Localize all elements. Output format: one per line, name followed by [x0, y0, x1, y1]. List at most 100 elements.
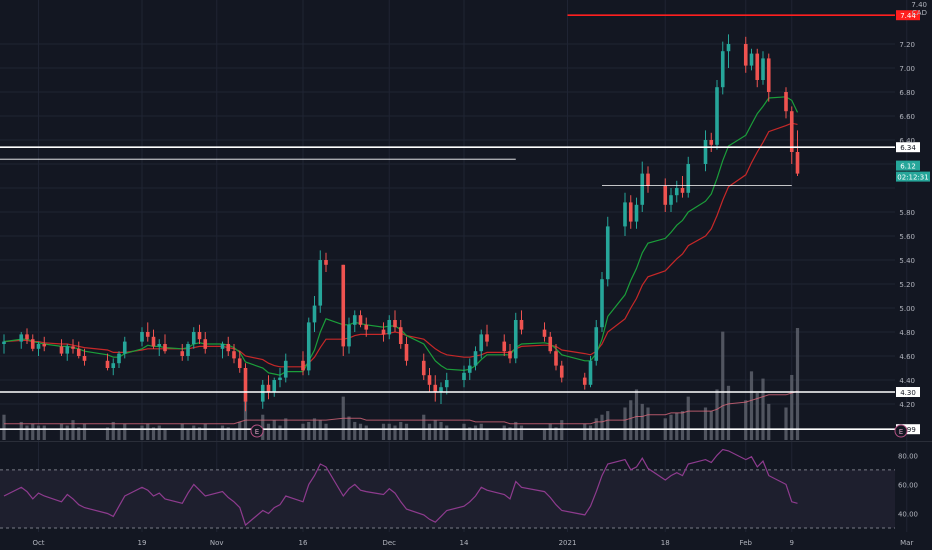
candle[interactable]	[186, 341, 190, 361]
candle[interactable]	[726, 34, 731, 68]
candle[interactable]	[715, 80, 719, 150]
candle[interactable]	[421, 353, 426, 380]
candle[interactable]	[479, 329, 484, 359]
candle[interactable]	[427, 368, 432, 392]
candle[interactable]	[559, 360, 564, 383]
candle[interactable]	[467, 358, 472, 380]
candle[interactable]	[640, 161, 645, 212]
candle[interactable]	[266, 375, 271, 400]
candle[interactable]	[663, 178, 668, 212]
candle[interactable]	[203, 332, 208, 354]
candle[interactable]	[439, 382, 443, 404]
candle[interactable]	[151, 329, 156, 349]
candle[interactable]	[76, 341, 81, 359]
candle[interactable]	[105, 353, 110, 371]
candle[interactable]	[433, 375, 438, 402]
candle[interactable]	[393, 310, 397, 332]
candle[interactable]	[548, 332, 553, 354]
candle[interactable]	[197, 324, 202, 344]
candle[interactable]	[669, 188, 673, 212]
candle[interactable]	[686, 156, 691, 198]
candle[interactable]	[502, 334, 507, 356]
candle[interactable]	[341, 264, 346, 356]
candle[interactable]	[364, 317, 369, 337]
candle[interactable]	[232, 344, 236, 364]
candle[interactable]	[82, 348, 87, 366]
candle[interactable]	[352, 310, 357, 332]
candle[interactable]	[404, 336, 409, 366]
candle[interactable]	[30, 334, 35, 352]
candle[interactable]	[19, 332, 24, 349]
candle[interactable]	[272, 377, 277, 397]
candle[interactable]	[709, 132, 714, 152]
candle[interactable]	[387, 315, 392, 340]
candle[interactable]	[634, 197, 639, 229]
candle[interactable]	[674, 180, 679, 203]
candle[interactable]	[59, 339, 64, 356]
candle[interactable]	[508, 344, 512, 364]
candle[interactable]	[605, 216, 610, 287]
candlestick-series[interactable]	[2, 34, 800, 412]
candle[interactable]	[755, 48, 760, 88]
price-axis[interactable]: 7.207.006.806.606.406.205.805.605.405.20…	[896, 41, 930, 409]
candle[interactable]	[220, 341, 225, 359]
candle[interactable]	[260, 380, 265, 409]
candle[interactable]	[226, 336, 231, 356]
candle[interactable]	[36, 341, 41, 356]
candle[interactable]	[2, 334, 6, 354]
candle[interactable]	[582, 372, 587, 390]
candle[interactable]	[462, 365, 466, 388]
candle[interactable]	[25, 328, 29, 344]
candle[interactable]	[720, 41, 725, 95]
candle[interactable]	[65, 344, 70, 361]
candle[interactable]	[283, 353, 288, 383]
candle[interactable]	[588, 356, 593, 388]
candle[interactable]	[306, 317, 311, 376]
candle[interactable]	[180, 344, 185, 361]
candle[interactable]	[191, 327, 196, 349]
candle[interactable]	[42, 336, 47, 352]
candle[interactable]	[784, 87, 788, 119]
candle[interactable]	[749, 48, 754, 71]
candle[interactable]	[301, 351, 305, 376]
candle[interactable]	[381, 322, 386, 342]
candle[interactable]	[358, 310, 363, 328]
candle[interactable]	[646, 166, 650, 193]
candle[interactable]	[324, 252, 328, 272]
candle[interactable]	[542, 322, 547, 342]
candle[interactable]	[761, 51, 765, 85]
candle[interactable]	[444, 372, 449, 395]
candle[interactable]	[71, 339, 75, 354]
candle[interactable]	[111, 358, 116, 376]
candle[interactable]	[623, 192, 627, 236]
candle[interactable]	[347, 317, 351, 354]
candle[interactable]	[789, 106, 794, 164]
candle[interactable]	[157, 339, 162, 356]
candle[interactable]	[278, 368, 282, 388]
candle[interactable]	[795, 130, 800, 176]
candle[interactable]	[680, 176, 685, 198]
candle[interactable]	[237, 351, 242, 373]
candle[interactable]	[163, 334, 167, 354]
candle[interactable]	[519, 310, 524, 335]
candle[interactable]	[703, 130, 708, 172]
candle[interactable]	[554, 344, 558, 371]
candle[interactable]	[243, 363, 248, 412]
candle[interactable]	[628, 195, 633, 229]
candle[interactable]	[145, 322, 150, 342]
candle[interactable]	[122, 336, 127, 359]
candle[interactable]	[485, 324, 489, 347]
earnings-marker[interactable]: E	[894, 424, 908, 438]
candle[interactable]	[766, 53, 771, 102]
candle[interactable]	[140, 327, 144, 347]
candle[interactable]	[513, 312, 518, 364]
candle[interactable]	[743, 36, 748, 73]
horizontal-levels[interactable]: 7.44 6.34 4.30 3.99	[0, 10, 920, 435]
candle[interactable]	[594, 320, 599, 366]
time-axis[interactable]: Oct19Nov16Dec14202118Feb9Mar15	[32, 539, 932, 547]
earnings-marker[interactable]: E	[250, 424, 264, 438]
candle[interactable]	[398, 320, 403, 349]
candle[interactable]	[318, 250, 323, 313]
candle[interactable]	[600, 272, 604, 332]
